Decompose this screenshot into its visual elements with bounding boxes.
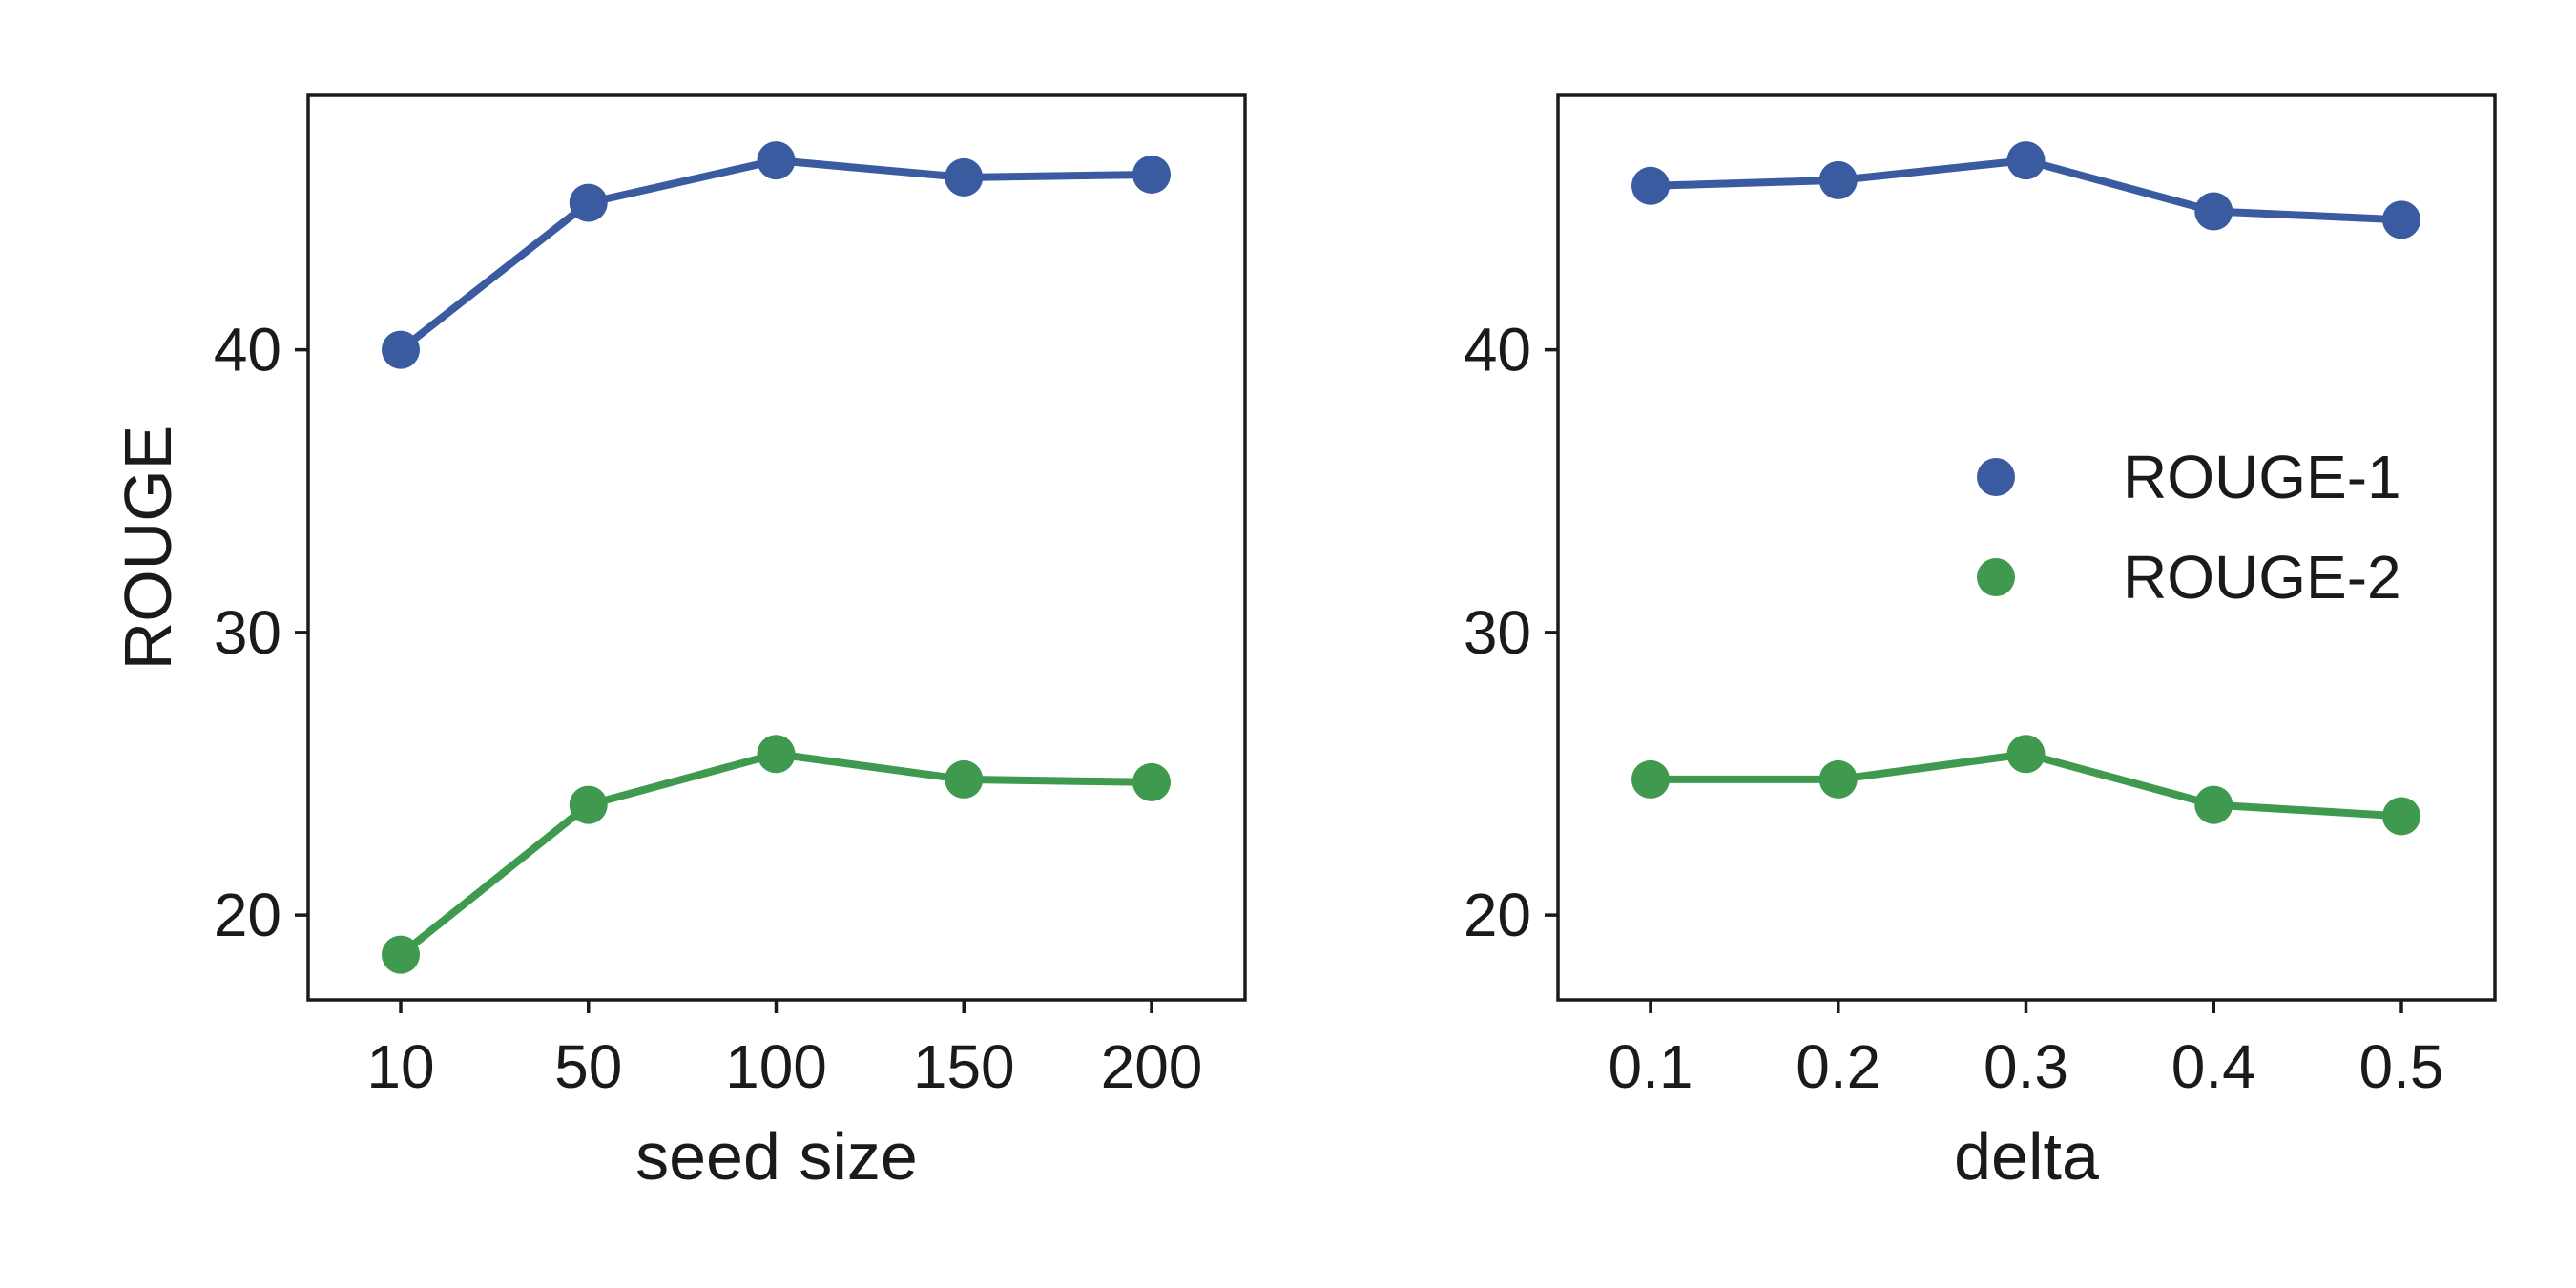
data-point <box>382 330 420 369</box>
series-line-1 <box>397 156 1155 354</box>
x-tick-label: 50 <box>554 1032 622 1101</box>
data-point <box>1818 759 1858 799</box>
x-tick-label: 0.4 <box>2171 1032 2256 1101</box>
legend: ROUGE-1 ROUGE-2 <box>1977 443 2401 612</box>
data-point <box>1132 762 1171 801</box>
data-point <box>569 785 608 824</box>
y-tick-label: 40 <box>1464 316 1531 384</box>
y-tick-label: 20 <box>214 881 281 949</box>
data-point <box>569 183 608 222</box>
data-point <box>1818 160 1858 199</box>
legend-label: ROUGE-1 <box>2123 443 2401 511</box>
data-point <box>945 759 984 799</box>
legend-marker <box>1977 558 2015 596</box>
data-point <box>1132 155 1171 194</box>
data-point <box>2382 797 2420 836</box>
data-point <box>2006 141 2046 180</box>
data-point <box>1631 759 1670 799</box>
legend-marker <box>1977 458 2015 496</box>
y-tick-label: 20 <box>1464 881 1531 949</box>
x-tick-label: 10 <box>366 1032 434 1101</box>
x-tick-label: 100 <box>725 1032 827 1101</box>
legend-label: ROUGE-2 <box>2123 543 2401 612</box>
data-point <box>757 735 796 774</box>
x-axis-label: delta <box>1954 1119 2099 1194</box>
x-tick-label: 0.3 <box>1984 1032 2068 1101</box>
x-tick-label: 0.5 <box>2359 1032 2444 1101</box>
plot-frame <box>306 93 1247 1002</box>
chart-panel-1: 20 30 40 10 50 100 150 200 seed size ROUGE <box>111 93 1247 1194</box>
data-point <box>2006 735 2046 774</box>
y-tick-label: 30 <box>214 598 281 667</box>
chart-panel-2: 20 30 40 0.1 0.2 0.3 0.4 0.5 delta ROUGE-1 ROUGE-2 <box>1464 93 2497 1194</box>
y-tick-label: 30 <box>1464 598 1531 667</box>
data-point <box>382 935 420 974</box>
x-tick-label: 200 <box>1101 1032 1203 1101</box>
x-tick-label: 150 <box>913 1032 1015 1101</box>
x-axis-label: seed size <box>635 1119 918 1194</box>
x-tick-label: 0.1 <box>1609 1032 1693 1101</box>
y-axis-label: ROUGE <box>111 426 185 671</box>
series-line-2 <box>397 750 1155 959</box>
data-point <box>945 157 984 197</box>
data-point <box>1631 166 1670 205</box>
data-point <box>2194 192 2233 231</box>
y-tick-label: 40 <box>214 316 281 384</box>
x-tick-label: 0.2 <box>1796 1032 1880 1101</box>
data-point <box>2194 785 2233 824</box>
data-point <box>2382 200 2420 239</box>
data-point <box>757 141 796 180</box>
